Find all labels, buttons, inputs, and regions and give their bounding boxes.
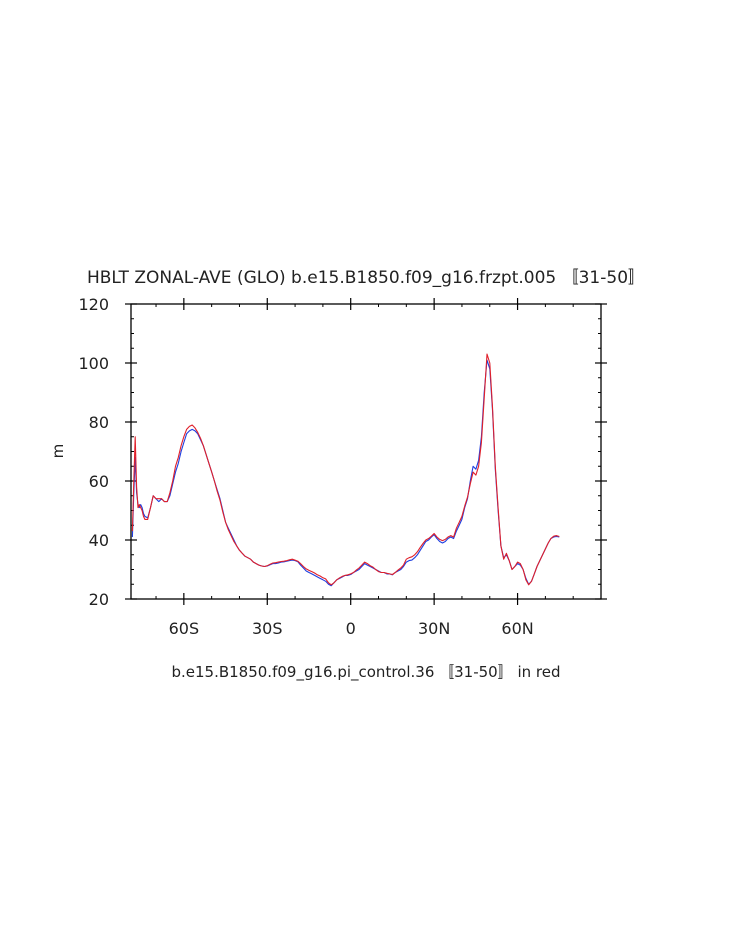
y-tick-label: 60 [89, 472, 109, 491]
y-tick-label: 100 [78, 354, 109, 373]
x-tick-label: 30S [252, 619, 283, 638]
y-tick-label: 120 [78, 295, 109, 314]
x-tick-label: 60S [169, 619, 200, 638]
x-tick-label: 60N [501, 619, 533, 638]
series-line-2 [131, 353, 560, 586]
plot-frame [130, 303, 602, 600]
x-tick-label: 30N [418, 619, 450, 638]
y-tick-label: 40 [89, 531, 109, 550]
x-tick-label: 0 [346, 619, 356, 638]
y-tick-label: 20 [89, 590, 109, 609]
y-axis-label: m [49, 444, 67, 459]
y-tick-label: 80 [89, 413, 109, 432]
x-axis-label: b.e15.B1850.f09_g16.pi_control.36 〚31-50… [171, 663, 560, 682]
axis-ticks: 20 40 60 80 100 120 60S 30S 0 30N 60N [78, 295, 607, 638]
chart-title: HBLT ZONAL-AVE (GLO) b.e15.B1850.f09_g16… [87, 268, 645, 288]
data-lines [131, 353, 560, 587]
